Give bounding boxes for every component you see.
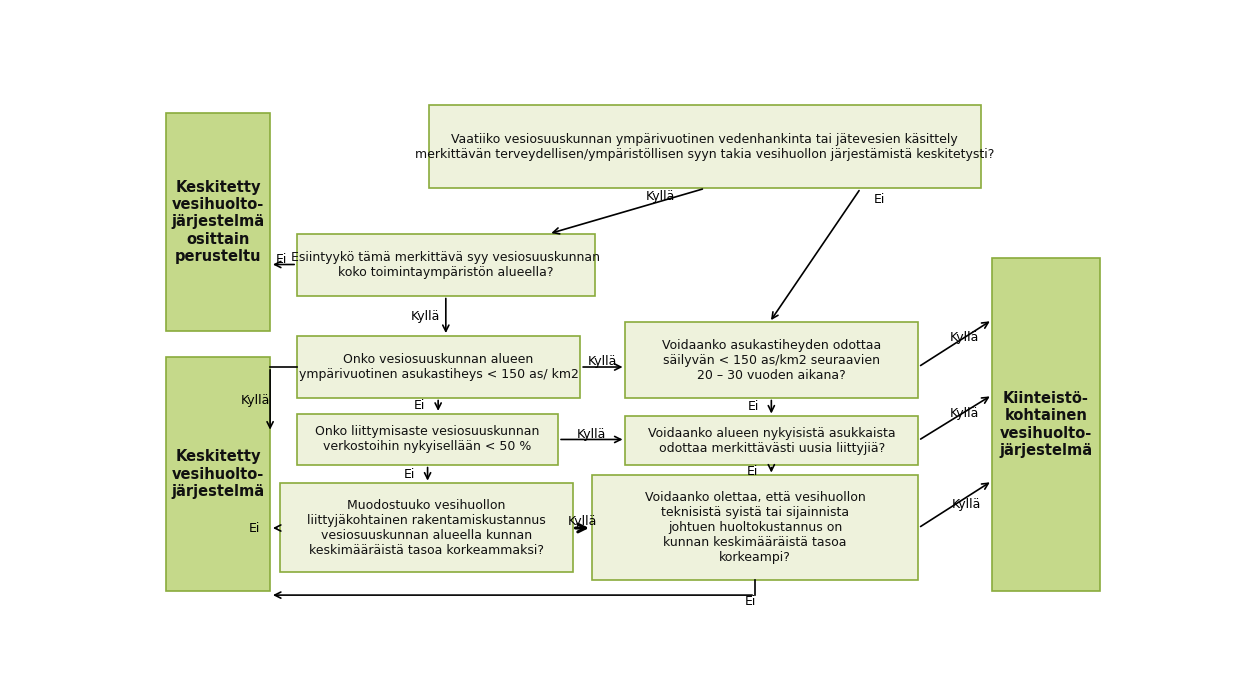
Text: Ei: Ei xyxy=(746,465,758,477)
FancyBboxPatch shape xyxy=(166,113,270,330)
Text: Ei: Ei xyxy=(414,399,425,412)
Text: Keskitetty
vesihuolto-
järjestelmä
osittain
perusteltu: Keskitetty vesihuolto- järjestelmä ositt… xyxy=(172,180,265,264)
Text: Ei: Ei xyxy=(747,400,758,413)
Text: Ei: Ei xyxy=(276,253,287,266)
Text: Muodostuuko vesihuollon
liittyjäkohtainen rakentamiskustannus
vesiosuuskunnan al: Muodostuuko vesihuollon liittyjäkohtaine… xyxy=(307,499,545,557)
Text: Ei: Ei xyxy=(404,468,415,481)
Text: Ei: Ei xyxy=(249,521,260,535)
Text: Esiintyykö tämä merkittävä syy vesiosuuskunnan
koko toimintaympäristön alueella?: Esiintyykö tämä merkittävä syy vesiosuus… xyxy=(291,251,601,279)
Text: Kyllä: Kyllä xyxy=(567,514,597,528)
Text: Vaatiiko vesiosuuskunnan ympärivuotinen vedenhankinta tai jätevesien käsittely
m: Vaatiiko vesiosuuskunnan ympärivuotinen … xyxy=(415,132,994,161)
Text: Voidaanko asukastiheyden odottaa
säilyvän < 150 as/km2 seuraavien
20 – 30 vuoden: Voidaanko asukastiheyden odottaa säilyvä… xyxy=(662,339,881,381)
FancyBboxPatch shape xyxy=(992,258,1100,591)
Text: Kyllä: Kyllä xyxy=(577,427,606,441)
FancyBboxPatch shape xyxy=(626,416,918,465)
Text: Kyllä: Kyllä xyxy=(587,355,617,368)
FancyBboxPatch shape xyxy=(297,336,580,397)
Text: Ei: Ei xyxy=(875,192,886,206)
Text: Onko liittymisaste vesiosuuskunnan
verkostoihin nykyisellään < 50 %: Onko liittymisaste vesiosuuskunnan verko… xyxy=(316,425,540,453)
FancyBboxPatch shape xyxy=(429,105,981,188)
Text: Voidaanko olettaa, että vesihuollon
teknisistä syistä tai sijainnista
johtuen hu: Voidaanko olettaa, että vesihuollon tekn… xyxy=(644,491,865,565)
Text: Kyllä: Kyllä xyxy=(949,407,979,420)
Text: Kyllä: Kyllä xyxy=(952,498,981,512)
FancyBboxPatch shape xyxy=(297,414,559,465)
Text: Kiinteistö-
kohtainen
vesihuolto-
järjestelmä: Kiinteistö- kohtainen vesihuolto- järjes… xyxy=(1000,391,1093,458)
FancyBboxPatch shape xyxy=(297,234,595,296)
FancyBboxPatch shape xyxy=(626,323,918,397)
Text: Onko vesiosuuskunnan alueen
ympärivuotinen asukastiheys < 150 as/ km2: Onko vesiosuuskunnan alueen ympärivuotin… xyxy=(299,353,579,381)
Text: Ei: Ei xyxy=(745,595,756,608)
Text: Kyllä: Kyllä xyxy=(949,331,979,344)
Text: Keskitetty
vesihuolto-
järjestelmä: Keskitetty vesihuolto- järjestelmä xyxy=(172,449,265,499)
Text: Kyllä: Kyllä xyxy=(411,309,440,323)
FancyBboxPatch shape xyxy=(592,475,918,580)
FancyBboxPatch shape xyxy=(280,484,572,572)
Text: Kyllä: Kyllä xyxy=(242,394,270,407)
FancyBboxPatch shape xyxy=(166,358,270,591)
Text: Kyllä: Kyllä xyxy=(647,190,675,203)
Text: Voidaanko alueen nykyisistä asukkaista
odottaa merkittävästi uusia liittyjiä?: Voidaanko alueen nykyisistä asukkaista o… xyxy=(648,427,896,454)
